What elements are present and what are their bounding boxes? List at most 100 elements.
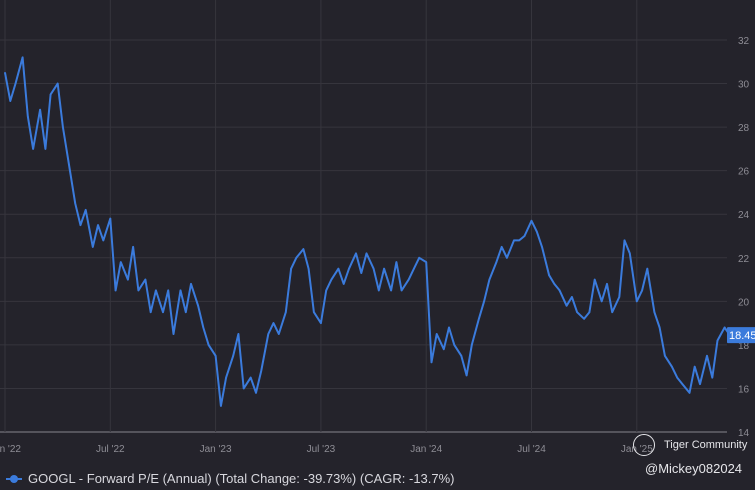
data-point [144, 278, 147, 281]
data-point [127, 278, 129, 281]
y-tick-label: 22 [738, 254, 750, 265]
last-value-label: 18.45 [729, 330, 755, 342]
data-point [711, 376, 714, 379]
x-tick-label: Jul '22 [96, 444, 125, 455]
data-point [14, 82, 17, 85]
data-point [167, 289, 170, 292]
data-point [39, 108, 41, 111]
watermark-user: @Mickey082024 [645, 461, 743, 476]
data-point [448, 326, 450, 329]
data-point [699, 383, 701, 385]
data-point [348, 267, 350, 270]
data-point [79, 224, 82, 226]
legend-label: GOOGL - Forward P/E (Annual) (Total Chan… [28, 471, 455, 486]
data-point [91, 246, 94, 248]
data-point [102, 239, 105, 242]
x-tick-label: Jan '23 [200, 444, 232, 455]
data-point [400, 289, 403, 292]
data-point [360, 272, 363, 274]
data-point [237, 333, 240, 335]
data-point [295, 256, 298, 259]
data-point [114, 289, 117, 292]
data-point [676, 376, 678, 379]
data-point [565, 304, 568, 307]
data-point [9, 100, 12, 102]
data-point [307, 267, 310, 270]
data-point [155, 289, 157, 292]
data-point [628, 252, 631, 255]
data-point [558, 289, 561, 292]
y-tick-label: 18 [738, 341, 750, 352]
data-point [500, 246, 503, 248]
y-tick-label: 24 [738, 210, 750, 221]
data-point [418, 256, 420, 259]
data-point [225, 376, 227, 379]
data-point [453, 344, 456, 346]
data-point [583, 317, 585, 320]
data-point [588, 311, 591, 314]
data-point [506, 256, 508, 259]
y-tick-label: 30 [738, 80, 750, 91]
series-line [4, 56, 731, 407]
data-point [27, 115, 29, 118]
data-point [137, 289, 140, 292]
data-point [518, 239, 521, 242]
data-point [653, 311, 656, 314]
data-point [172, 333, 175, 335]
data-point [285, 311, 287, 314]
data-point [255, 392, 257, 394]
data-point [97, 224, 99, 226]
data-point [618, 296, 621, 298]
data-point [693, 365, 696, 368]
data-point [378, 289, 380, 292]
data-point [109, 217, 112, 220]
data-point [430, 361, 433, 364]
y-tick-label: 20 [738, 297, 750, 308]
data-point [600, 300, 603, 303]
data-point [483, 300, 485, 303]
data-point [548, 274, 550, 277]
data-point [120, 261, 122, 263]
data-point [337, 267, 340, 270]
data-point [442, 348, 445, 351]
data-point [425, 261, 428, 263]
data-point [513, 239, 515, 242]
data-point [330, 278, 333, 281]
data-point [32, 148, 34, 150]
data-point [576, 311, 578, 314]
data-point [49, 93, 52, 96]
data-point [523, 235, 526, 237]
data-point [44, 148, 47, 150]
x-tick-label: Jan '22 [0, 444, 21, 455]
data-point [302, 248, 305, 250]
data-point [723, 326, 726, 329]
data-point [553, 283, 556, 285]
data-point [232, 354, 234, 357]
data-point [342, 283, 345, 285]
data-point [290, 267, 292, 270]
data-point [207, 344, 210, 346]
y-tick-label: 14 [738, 428, 750, 439]
data-point [593, 278, 596, 281]
data-point [435, 333, 438, 335]
data-point [21, 56, 24, 59]
data-point [197, 304, 199, 307]
data-point [267, 333, 270, 335]
data-point [390, 289, 392, 292]
data-point [84, 209, 87, 211]
data-point [190, 283, 192, 285]
data-point [664, 354, 666, 357]
data-point [658, 326, 661, 329]
data-point [541, 246, 543, 248]
data-point [623, 239, 626, 242]
data-point [671, 365, 673, 368]
data-point [277, 333, 280, 335]
legend[interactable]: GOOGL - Forward P/E (Annual) (Total Chan… [6, 471, 455, 486]
data-point [74, 202, 76, 205]
data-point [413, 267, 415, 270]
last-value-badge [727, 327, 755, 344]
data-point [355, 252, 357, 255]
x-tick-label: Jul '23 [307, 444, 336, 455]
data-point [67, 158, 69, 161]
